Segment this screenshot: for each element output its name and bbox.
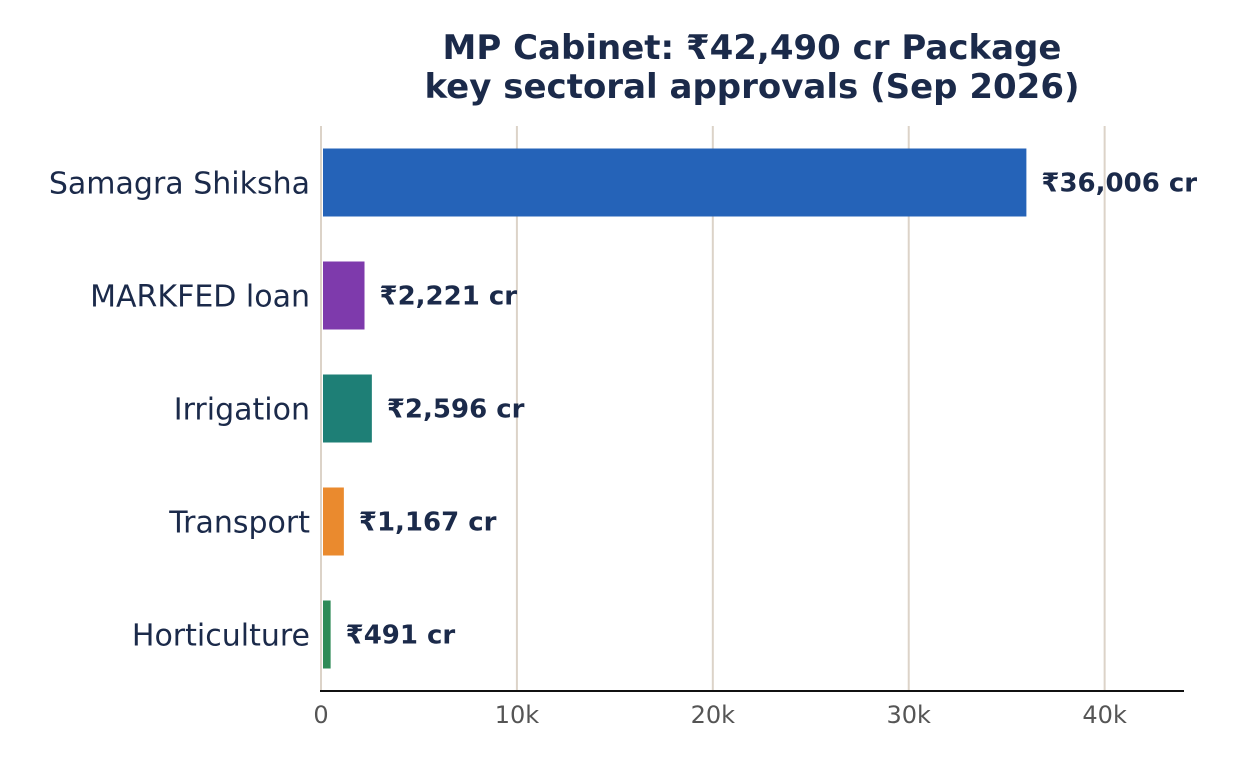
bar — [323, 600, 331, 669]
bar — [323, 148, 1027, 217]
labels: Samagra Shiksha ₹36,006 cr MARKFED loan ₹2,… — [49, 167, 1197, 654]
category-label: Irrigation — [174, 393, 310, 428]
data-label: ₹2,221 cr — [380, 282, 518, 312]
x-tick-label: 20k — [691, 701, 736, 729]
x-axis: 0 10k 20k 30k 40k — [313, 690, 1184, 729]
category-label: Transport — [168, 506, 310, 541]
category-label: Horticulture — [132, 619, 310, 654]
data-label: ₹2,596 cr — [387, 395, 525, 425]
bar — [323, 261, 365, 330]
data-label: ₹1,167 cr — [359, 508, 497, 538]
bar — [323, 374, 372, 443]
bar — [323, 487, 344, 556]
data-label: ₹491 cr — [346, 621, 456, 651]
bars — [323, 148, 1027, 669]
x-tick-label: 40k — [1082, 701, 1127, 729]
chart-title: MP Cabinet: ₹42,490 cr Package key sector… — [424, 28, 1079, 107]
chart-title-line: MP Cabinet: ₹42,490 cr Package — [443, 28, 1062, 68]
category-label: MARKFED loan — [90, 280, 310, 315]
x-tick-label: 0 — [313, 701, 328, 729]
gridlines — [320, 126, 1106, 691]
data-label: ₹36,006 cr — [1041, 169, 1197, 199]
chart-title-line: key sectoral approvals (Sep 2026) — [424, 67, 1079, 107]
x-tick-label: 10k — [495, 701, 540, 729]
x-tick-label: 30k — [887, 701, 932, 729]
category-label: Samagra Shiksha — [49, 167, 310, 202]
